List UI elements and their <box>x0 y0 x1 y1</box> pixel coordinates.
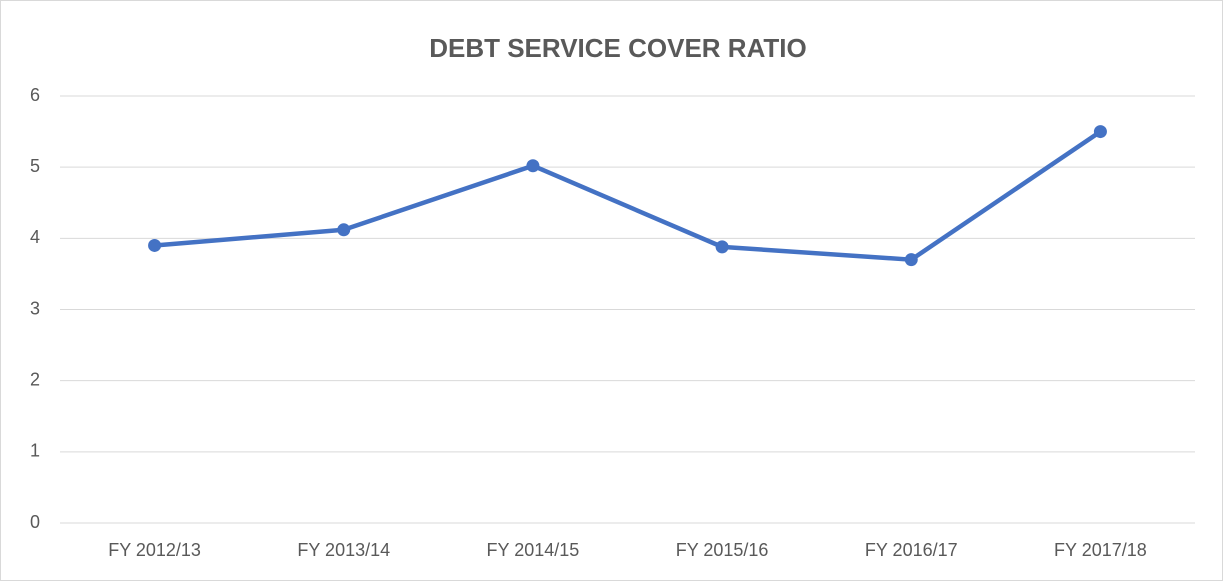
point-marker <box>1093 125 1107 139</box>
y-tick-label: 0 <box>30 512 40 532</box>
chart-title: DEBT SERVICE COVER RATIO <box>429 33 807 63</box>
y-tick-label: 1 <box>30 441 40 461</box>
x-tick-label: FY 2013/14 <box>297 540 390 560</box>
x-tick-label: FY 2017/18 <box>1054 540 1147 560</box>
point-marker <box>904 253 918 267</box>
y-tick-label: 4 <box>30 227 40 247</box>
point-marker <box>337 223 351 237</box>
y-tick-label: 6 <box>30 85 40 105</box>
point-marker <box>526 159 540 173</box>
y-tick-label: 3 <box>30 298 40 318</box>
point-marker <box>148 238 162 252</box>
point-marker <box>715 240 729 254</box>
x-tick-label: FY 2012/13 <box>108 540 201 560</box>
y-tick-label: 2 <box>30 369 40 389</box>
x-tick-label: FY 2016/17 <box>865 540 958 560</box>
series-line <box>154 129 1102 262</box>
x-tick-label: FY 2015/16 <box>676 540 769 560</box>
y-tick-label: 5 <box>30 156 40 176</box>
x-tick-label: FY 2014/15 <box>487 540 580 560</box>
